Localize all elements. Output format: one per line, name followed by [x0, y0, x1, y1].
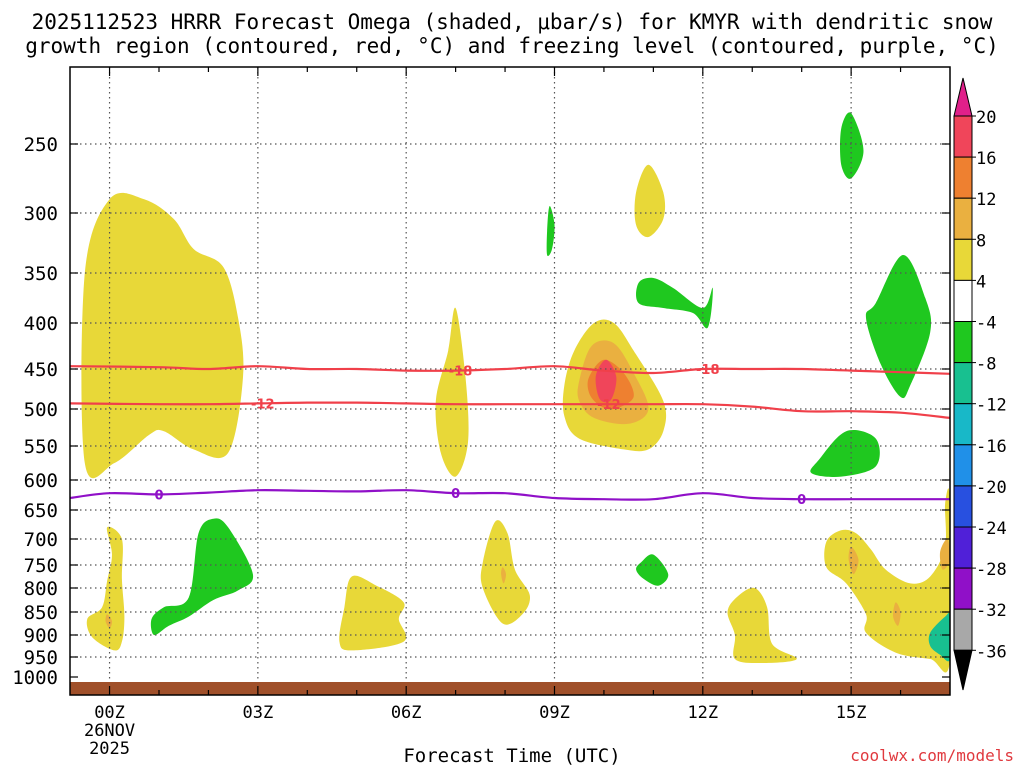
y-tick-label: 400	[24, 313, 58, 335]
axes-layer: 2503003504004505005506006507007508008509…	[12, 67, 950, 759]
x-tick-year: 2025	[89, 739, 130, 759]
chart-title-line1: 2025112523 HRRR Forecast Omega (shaded, …	[31, 10, 993, 34]
colorbar-label: 16	[976, 149, 996, 169]
colorbar-swatch	[953, 444, 973, 487]
ground-layer	[70, 682, 950, 695]
x-tick-label: 06Z	[391, 703, 422, 723]
colorbar-swatch	[953, 608, 973, 651]
colorbar-swatch	[953, 197, 973, 240]
contour-label: -12	[251, 397, 275, 412]
omega-region	[339, 575, 407, 651]
colorbar-swatch	[953, 362, 973, 405]
omega-region	[86, 526, 125, 651]
contour-layer: -18 -18 -12 -12 0 0 0	[70, 363, 950, 508]
x-axis-label: Forecast Time (UTC)	[403, 745, 621, 767]
omega-region	[727, 587, 797, 664]
colorbar-swatch	[953, 279, 973, 322]
contour-line	[70, 489, 950, 501]
colorbar-swatch	[953, 156, 973, 199]
y-tick-label: 600	[24, 470, 58, 492]
colorbar-label: -20	[976, 478, 1007, 498]
x-tick-label: 12Z	[687, 703, 718, 723]
x-tick-date: 26NOV	[84, 721, 135, 741]
omega-region	[150, 518, 254, 636]
colorbar-swatch	[953, 526, 973, 569]
colorbar-swatch	[953, 115, 973, 158]
contour-label: -12	[597, 398, 621, 413]
omega-region	[928, 612, 950, 662]
plot-frame	[69, 66, 951, 696]
omega-region	[81, 192, 244, 479]
colorbar-label: -12	[976, 396, 1007, 416]
colorbar-label: -32	[976, 601, 1007, 621]
source-credit[interactable]: coolwx.com/models	[850, 746, 1014, 765]
colorbar-label: -8	[976, 355, 996, 375]
colorbar-label: -24	[976, 519, 1007, 539]
y-tick-label: 1000	[12, 667, 58, 689]
y-tick-label: 300	[24, 203, 58, 225]
colorbar-swatch	[953, 403, 973, 446]
y-tick-label: 900	[24, 625, 58, 647]
x-tick-label: 00Z	[94, 703, 125, 723]
omega-region	[634, 164, 666, 238]
y-tick-label: 350	[24, 263, 58, 285]
omega-region	[636, 277, 713, 329]
colorbar-swatch	[953, 485, 973, 528]
contour-label: -18	[696, 363, 720, 378]
y-tick-label: 950	[24, 647, 58, 669]
contour-label: -18	[449, 364, 473, 379]
x-tick-label: 09Z	[539, 703, 570, 723]
contour-label: 0	[154, 488, 163, 503]
omega-region	[501, 567, 507, 584]
x-tick-label: 15Z	[836, 703, 867, 723]
colorbar-swatch	[953, 238, 973, 281]
y-tick-label: 850	[24, 602, 58, 624]
omega-region	[893, 602, 901, 626]
y-tick-label: 250	[24, 134, 58, 156]
chart-title-line2: growth region (contoured, red, °C) and f…	[25, 34, 999, 58]
ground-fill	[70, 682, 950, 695]
contour-label: 0	[797, 493, 806, 508]
y-tick-label: 500	[24, 399, 58, 421]
y-tick-label: 700	[24, 529, 58, 551]
colorbar-label: -28	[976, 560, 1007, 580]
contour-line	[70, 401, 950, 419]
y-tick-label: 650	[24, 500, 58, 522]
y-tick-label: 750	[24, 555, 58, 577]
y-tick-label: 450	[24, 359, 58, 381]
omega-region	[636, 554, 669, 586]
x-tick-label: 03Z	[243, 703, 274, 723]
colorbar: 20 16 12 8 4 -4 -8 -12 -16 -20 -24 -28 -32 -36	[953, 77, 1007, 691]
omega-region	[865, 254, 932, 399]
colorbar-label: -16	[976, 437, 1007, 457]
omega-region	[939, 538, 950, 570]
contour-label: 0	[451, 487, 460, 502]
colorbar-bottom-arrow	[953, 649, 973, 691]
contour-line	[70, 365, 950, 375]
colorbar-label: -4	[976, 314, 996, 334]
colorbar-top-arrow	[953, 77, 973, 117]
omega-region	[810, 430, 880, 477]
colorbar-swatch	[953, 567, 973, 610]
omega-region	[546, 206, 555, 257]
colorbar-label: 4	[976, 272, 986, 292]
colorbar-label: 8	[976, 231, 986, 251]
omega-shading-layer	[81, 112, 950, 673]
y-tick-label: 800	[24, 578, 58, 600]
colorbar-label: -36	[976, 642, 1007, 662]
colorbar-label: 20	[976, 108, 996, 128]
y-tick-label: 550	[24, 436, 58, 458]
colorbar-label: 12	[976, 190, 996, 210]
omega-region	[824, 488, 950, 673]
omega-region	[435, 307, 469, 477]
omega-region	[105, 614, 113, 629]
colorbar-swatch	[953, 321, 973, 364]
omega-region	[840, 112, 864, 179]
